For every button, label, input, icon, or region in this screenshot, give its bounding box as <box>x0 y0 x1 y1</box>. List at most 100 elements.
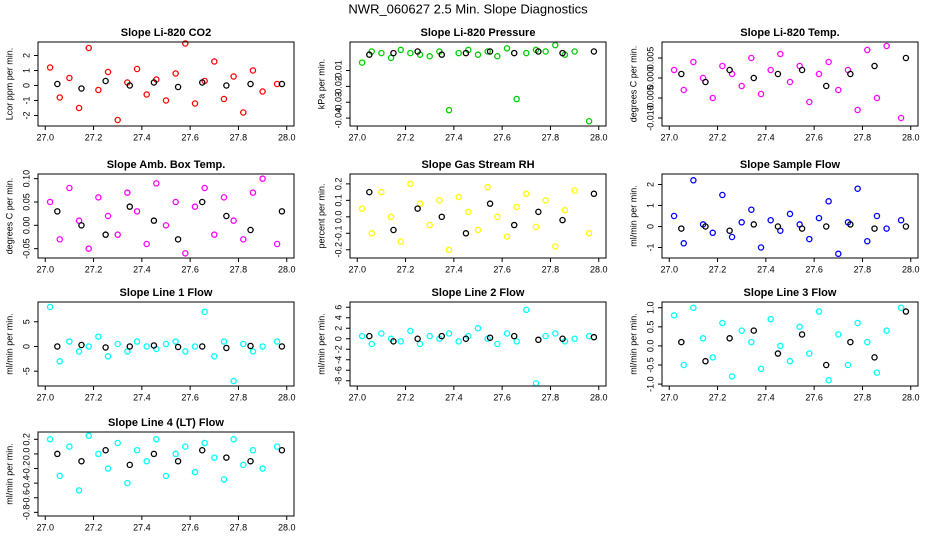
x-tick-label: 27.0 <box>36 264 54 274</box>
point <box>358 332 366 340</box>
x-tick-label: 27.0 <box>660 132 678 142</box>
point <box>535 48 542 55</box>
point <box>172 450 179 458</box>
point <box>786 210 794 218</box>
x-tick-label: 27.2 <box>397 264 415 274</box>
point <box>85 245 92 252</box>
point <box>182 443 189 450</box>
x-tick-label: 27.2 <box>85 264 103 274</box>
y-tick-label: -2 <box>21 111 31 119</box>
x-tick-label: 27.8 <box>542 392 560 402</box>
point <box>230 436 237 443</box>
point <box>702 78 709 86</box>
y-axis-label: kPa per min. <box>316 59 326 110</box>
point <box>825 377 832 384</box>
x-tick-label: 28.0 <box>902 132 920 142</box>
x-tick-label: 27.6 <box>181 392 199 402</box>
point <box>561 206 569 214</box>
point <box>774 70 782 78</box>
x-tick-label: 28.0 <box>278 264 296 274</box>
x-tick-label: 28.0 <box>590 132 608 142</box>
point <box>871 225 878 232</box>
x-tick-label: 27.6 <box>805 392 823 402</box>
point <box>542 332 549 340</box>
point <box>559 335 566 342</box>
point <box>223 82 230 89</box>
point <box>66 443 73 450</box>
point <box>278 80 286 88</box>
point <box>174 236 182 243</box>
point <box>585 117 593 125</box>
x-tick-label: 27.2 <box>709 132 727 142</box>
point <box>726 227 733 234</box>
point <box>162 472 170 480</box>
x-tick-label: 27.2 <box>85 522 103 532</box>
y-axis-label: ml/min per min. <box>4 443 14 505</box>
x-tick-label: 27.8 <box>542 264 560 274</box>
point <box>523 306 530 314</box>
point <box>678 70 685 78</box>
point <box>897 216 905 224</box>
x-tick-label: 28.0 <box>590 264 608 274</box>
point <box>56 472 63 480</box>
y-tick-label: 1 <box>645 203 655 208</box>
point <box>503 45 511 52</box>
point <box>513 203 520 211</box>
main-title: NWR_060627 2.5 Min. Slope Diagnostics <box>348 1 588 16</box>
point <box>847 221 854 228</box>
panel-title: Slope Gas Stream RH <box>421 159 534 171</box>
point <box>358 205 366 212</box>
point <box>102 447 109 454</box>
y-tick-label: 2 <box>21 53 31 58</box>
point <box>815 70 823 78</box>
point <box>750 327 758 334</box>
point <box>774 350 782 357</box>
point <box>220 338 228 345</box>
point <box>198 198 206 206</box>
y-tick-label: -2 <box>333 345 343 353</box>
point <box>85 44 92 52</box>
point <box>407 180 414 188</box>
point <box>174 343 182 351</box>
point <box>552 41 559 49</box>
point <box>510 332 518 340</box>
y-tick-label: 0.2 <box>333 178 343 191</box>
y-tick-label: -0.1 <box>333 226 343 242</box>
point <box>702 223 709 230</box>
y-tick-label: 0.10 <box>21 170 31 188</box>
y-tick-label: 0.1 <box>333 194 343 207</box>
x-tick-label: 27.0 <box>36 132 54 142</box>
x-tick-label: 27.4 <box>133 264 151 274</box>
y-tick-label: -0.01 <box>333 60 343 81</box>
x-tick-label: 27.4 <box>757 264 775 274</box>
y-tick-label: 0.000 <box>645 67 655 90</box>
point <box>278 208 286 215</box>
x-tick-label: 27.2 <box>85 132 103 142</box>
point <box>571 335 578 342</box>
point <box>702 357 709 365</box>
x-tick-label: 27.6 <box>805 132 823 142</box>
plot-frame <box>37 431 295 517</box>
point <box>806 98 813 106</box>
point <box>230 217 237 224</box>
point <box>223 344 230 352</box>
point <box>46 198 54 206</box>
point <box>844 361 852 369</box>
point <box>883 327 890 334</box>
x-tick-label: 27.6 <box>181 132 199 142</box>
y-tick-label: 0 <box>333 336 343 341</box>
panel-title: Slope Line 1 Flow <box>120 287 213 299</box>
point <box>709 354 716 361</box>
point <box>822 223 830 230</box>
x-tick-label: 27.0 <box>36 522 54 532</box>
y-tick-label: 0.0 <box>21 448 31 461</box>
point <box>172 338 179 345</box>
point <box>445 330 453 337</box>
x-tick-label: 28.0 <box>902 264 920 274</box>
y-axis-label: degrees C per min. <box>4 178 14 255</box>
point <box>378 330 385 337</box>
point <box>822 361 830 369</box>
y-tick-label: -1 <box>645 243 655 251</box>
point <box>815 214 823 222</box>
point <box>133 65 141 73</box>
